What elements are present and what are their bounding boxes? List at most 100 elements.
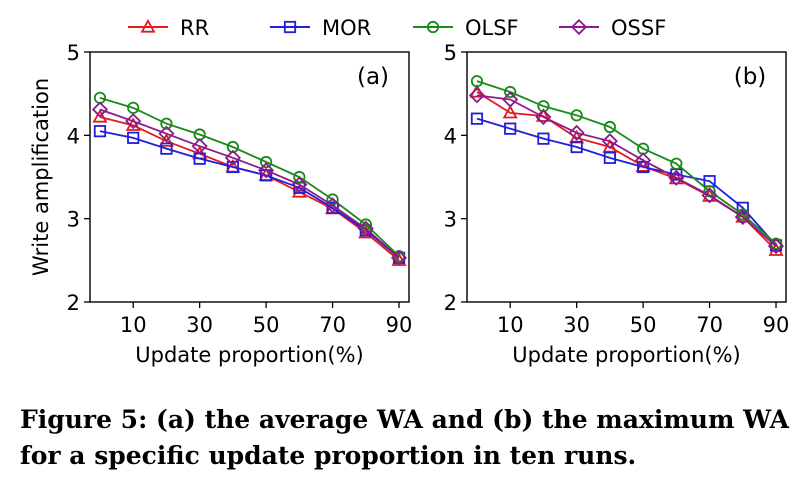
data-point (158, 133, 174, 147)
series-mor (470, 112, 783, 252)
data-point (736, 201, 749, 214)
y-tick-label: 3 (444, 208, 457, 232)
figure-chart: RR MOR OLSF OSSF 2 3 4 5 10 30 50 70 90 Update propor… (29, 16, 790, 367)
data-point (125, 113, 142, 130)
legend-label: RR (180, 16, 209, 40)
data-point (635, 152, 652, 169)
legend: RR MOR OLSF OSSF (128, 16, 666, 40)
series-line (476, 80, 777, 245)
data-point (127, 131, 140, 144)
legend-marker-square-icon (283, 20, 297, 34)
series-line (476, 91, 777, 251)
data-point (602, 138, 618, 153)
x-tick-label: 30 (563, 313, 590, 337)
data-point (734, 208, 751, 226)
data-point (570, 109, 583, 122)
x-tick-label: 70 (319, 313, 346, 337)
data-point (535, 108, 552, 126)
data-point (191, 138, 208, 155)
data-point (226, 160, 239, 174)
plot-frame (466, 51, 787, 303)
data-point (502, 91, 519, 108)
data-point (160, 117, 173, 130)
data-point (357, 220, 374, 237)
x-tick-label: 10 (120, 313, 147, 337)
data-point (701, 187, 718, 204)
data-point (670, 157, 683, 170)
x-tick-label: 70 (696, 313, 723, 337)
data-point (603, 151, 616, 164)
series-olsf (93, 91, 406, 263)
x-tick-label: 50 (253, 313, 280, 337)
data-point (601, 133, 618, 150)
chart-panel-a: 2 3 4 5 10 30 50 70 90 Update proportion(%) Write … (29, 41, 412, 367)
chart-panel-b: 2 3 4 5 10 30 50 70 90 Update proportion(%) (b) (444, 41, 790, 367)
legend-item-rr: RR (128, 16, 209, 40)
data-point (160, 142, 173, 155)
data-point (224, 149, 241, 166)
data-point (468, 87, 486, 104)
series-rr (469, 83, 784, 256)
y-tick-label: 3 (67, 208, 80, 232)
data-point (570, 140, 583, 154)
x-tick-label: 90 (763, 313, 790, 337)
data-point (291, 176, 308, 193)
data-point (260, 155, 273, 169)
data-point (91, 101, 109, 118)
data-point (470, 75, 484, 88)
series-line (476, 94, 777, 247)
series-line (99, 130, 400, 259)
x-axis-label: Update proportion(%) (135, 343, 363, 367)
y-tick-label: 2 (67, 291, 80, 315)
legend-marker-circle-icon (426, 20, 440, 34)
x-tick-label: 90 (386, 313, 413, 337)
y-tick-label: 5 (67, 41, 80, 65)
y-tick-label: 5 (444, 41, 457, 65)
panel-label: (b) (734, 64, 767, 90)
x-tick-label: 10 (497, 313, 524, 337)
data-point (637, 160, 650, 174)
series-line (99, 96, 400, 257)
figure-caption: Figure 5: (a) the average WA and (b) the… (20, 405, 790, 470)
data-point (158, 125, 175, 142)
legend-label: OLSF (465, 16, 519, 40)
panel-label: (a) (357, 64, 389, 90)
series-line (99, 116, 400, 262)
data-point (603, 120, 616, 134)
data-point (92, 108, 108, 123)
legend-item-ossf: OSSF (559, 16, 666, 40)
data-point (470, 112, 484, 125)
legend-marker-triangle-icon (140, 18, 156, 33)
data-point (504, 85, 517, 99)
plot-frame (89, 51, 410, 303)
legend-item-olsf: OLSF (413, 16, 519, 40)
data-point (93, 125, 107, 138)
x-tick-label: 30 (186, 313, 213, 337)
data-point (390, 249, 408, 266)
y-tick-label: 4 (444, 124, 457, 148)
data-point (291, 183, 307, 198)
data-point (324, 197, 341, 214)
series-ossf (468, 87, 785, 255)
legend-label: MOR (322, 16, 371, 40)
data-point (668, 169, 685, 186)
series-ossf (91, 101, 408, 266)
series-mor (93, 125, 406, 264)
series-rr (92, 108, 407, 266)
legend-label: OSSF (611, 16, 666, 40)
data-point (258, 162, 275, 179)
y-axis-label: Write amplification (29, 78, 53, 276)
series-line (476, 117, 777, 246)
data-point (568, 124, 585, 141)
data-point (502, 104, 518, 119)
legend-item-mor: MOR (270, 16, 371, 40)
x-axis-label: Update proportion(%) (512, 343, 740, 367)
data-point (767, 238, 785, 255)
data-point (537, 132, 550, 145)
data-point (504, 122, 517, 135)
legend-marker-diamond-icon (570, 18, 588, 36)
data-point (293, 170, 306, 184)
data-point (127, 101, 140, 114)
series-olsf (470, 75, 783, 250)
y-tick-label: 4 (67, 124, 80, 148)
